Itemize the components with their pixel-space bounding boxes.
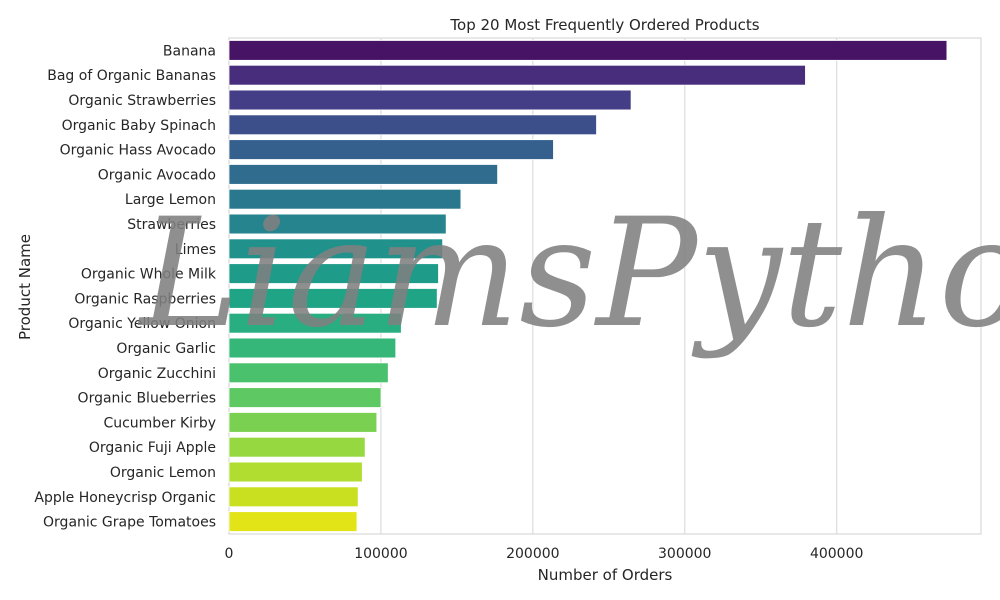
y-tick-label: Organic Raspberries [74, 291, 216, 307]
bar [228, 64, 806, 86]
watermark: LiamsPython [137, 187, 1000, 361]
y-axis-label: Product Name [16, 234, 34, 340]
bar [228, 238, 444, 260]
bar [228, 511, 358, 532]
bar [228, 461, 363, 483]
y-tick-label: Limes [175, 242, 216, 258]
bar [228, 40, 948, 61]
y-tick-label: Large Lemon [125, 192, 216, 208]
bar [228, 337, 397, 359]
y-tick-label: Banana [163, 43, 216, 59]
bar [228, 263, 439, 284]
bar [228, 213, 447, 235]
y-tick-label: Organic Fuji Apple [89, 440, 216, 456]
chart-title: Top 20 Most Frequently Ordered Products [449, 16, 759, 34]
bar [228, 387, 382, 408]
y-tick-label: Organic Strawberries [68, 93, 216, 109]
x-tick-label: 400000 [810, 546, 863, 562]
bar [228, 412, 378, 433]
x-tick-label: 300000 [658, 546, 711, 562]
y-tick-label: Apple Honeycrisp Organic [34, 490, 216, 506]
x-tick-label: 100000 [354, 546, 407, 562]
y-tick-label: Organic Baby Spinach [62, 118, 216, 134]
y-tick-label: Cucumber Kirby [103, 415, 216, 431]
bar [228, 89, 632, 111]
y-tick-label: Organic Grape Tomatoes [43, 515, 216, 531]
y-tick-label: Organic Zucchini [98, 366, 216, 382]
y-tick-label: Organic Hass Avocado [60, 143, 216, 159]
bar [228, 164, 499, 185]
y-tick-label: Organic Yellow Onion [68, 316, 216, 332]
x-tick-label: 0 [225, 546, 234, 562]
bar [228, 436, 366, 458]
bar [228, 288, 438, 309]
x-tick-label: 200000 [506, 546, 559, 562]
bar [228, 139, 554, 160]
x-tick-labels: 0 100000 200000 300000 400000 [225, 546, 864, 562]
y-tick-label: Organic Garlic [116, 341, 216, 357]
y-tick-labels: Banana Bag of Organic Bananas Organic Stra… [34, 43, 216, 530]
x-axis-label: Number of Orders [538, 566, 673, 584]
y-tick-label: Bag of Organic Bananas [47, 68, 216, 84]
y-tick-label: Organic Avocado [98, 167, 216, 183]
y-tick-label: Organic Blueberries [78, 391, 216, 407]
bar [228, 114, 597, 136]
bars [228, 40, 948, 532]
bar [228, 486, 359, 508]
bar [228, 362, 389, 384]
y-tick-label: Organic Lemon [110, 465, 216, 481]
y-tick-label: Organic Whole Milk [81, 267, 217, 283]
bar [228, 312, 402, 334]
bar [228, 188, 462, 210]
y-tick-label: Strawberries [127, 217, 216, 233]
